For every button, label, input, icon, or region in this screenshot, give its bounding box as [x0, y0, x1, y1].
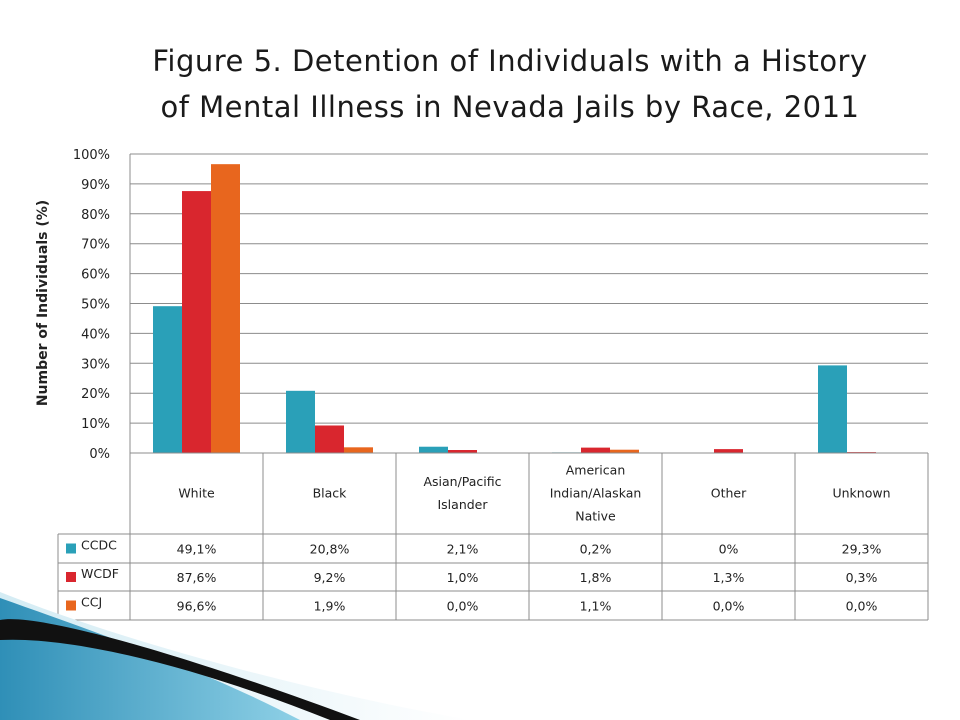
bar-wcdf	[581, 447, 610, 453]
bar-ccdc	[419, 446, 448, 453]
chart-title-line-2: of Mental Illness in Nevada Jails by Rac…	[160, 90, 860, 124]
y-tick-label: 40%	[81, 327, 110, 342]
bar-ccj	[344, 447, 373, 453]
legend-label-ccj: CCJ	[81, 595, 102, 610]
data-label: 29,3%	[842, 542, 882, 557]
data-label: 87,6%	[177, 570, 217, 585]
y-tick-label: 90%	[81, 178, 110, 193]
data-label: 0,0%	[447, 599, 479, 614]
bar-wcdf	[448, 450, 477, 453]
data-label: 0,0%	[846, 599, 878, 614]
bar-ccdc	[286, 390, 315, 453]
bar-ccdc	[153, 306, 182, 453]
data-label: 1,1%	[580, 599, 612, 614]
legend-swatch-wcdf	[66, 572, 76, 582]
x-category-label: American	[566, 463, 626, 478]
bar-wcdf	[315, 425, 344, 453]
y-tick-label: 70%	[81, 238, 110, 253]
y-tick-label: 10%	[81, 417, 110, 432]
data-label: 0,0%	[713, 599, 745, 614]
data-label: 0%	[719, 542, 739, 557]
data-label: 49,1%	[177, 542, 217, 557]
x-category-label: Islander	[437, 497, 488, 512]
data-label: 2,1%	[447, 542, 479, 557]
x-category-label: Indian/Alaskan	[550, 486, 642, 501]
bar-ccj	[610, 449, 639, 453]
bar-ccj	[211, 164, 240, 453]
data-label: 0,3%	[846, 570, 878, 585]
data-label: 1,0%	[447, 570, 479, 585]
data-label: 9,2%	[314, 570, 346, 585]
y-tick-label: 60%	[81, 268, 110, 283]
y-tick-label: 0%	[89, 447, 110, 462]
legend-label-wcdf: WCDF	[81, 566, 119, 581]
x-category-label: Asian/Pacific	[423, 474, 501, 489]
legend-swatch-ccj	[66, 600, 76, 611]
y-tick-label: 50%	[81, 298, 110, 313]
y-tick-label: 80%	[81, 208, 110, 223]
legend-label-ccdc: CCDC	[81, 538, 117, 553]
x-category-label: Other	[711, 486, 747, 501]
legend-swatch-ccdc	[66, 543, 76, 554]
data-label: 96,6%	[177, 599, 217, 614]
data-label: 1,9%	[314, 599, 346, 614]
data-label: 1,3%	[713, 570, 745, 585]
chart-title-line-1: Figure 5. Detention of Individuals with …	[152, 44, 868, 78]
data-label: 1,8%	[580, 570, 612, 585]
y-tick-label: 100%	[73, 148, 110, 163]
bar-wcdf	[182, 191, 211, 454]
data-label: 0,2%	[580, 542, 612, 557]
bar-wcdf	[714, 449, 743, 453]
bar-ccdc	[818, 365, 847, 453]
x-category-label: Unknown	[832, 486, 890, 501]
data-label: 20,8%	[310, 542, 350, 557]
y-axis-label: Number of Individuals (%)	[35, 200, 51, 406]
x-category-label: Black	[313, 486, 348, 501]
chart-title: Figure 5. Detention of Individuals with …	[110, 38, 910, 130]
x-category-label: White	[178, 486, 215, 501]
y-tick-label: 20%	[81, 387, 110, 402]
x-category-label: Native	[575, 509, 616, 524]
y-tick-label: 30%	[81, 357, 110, 372]
